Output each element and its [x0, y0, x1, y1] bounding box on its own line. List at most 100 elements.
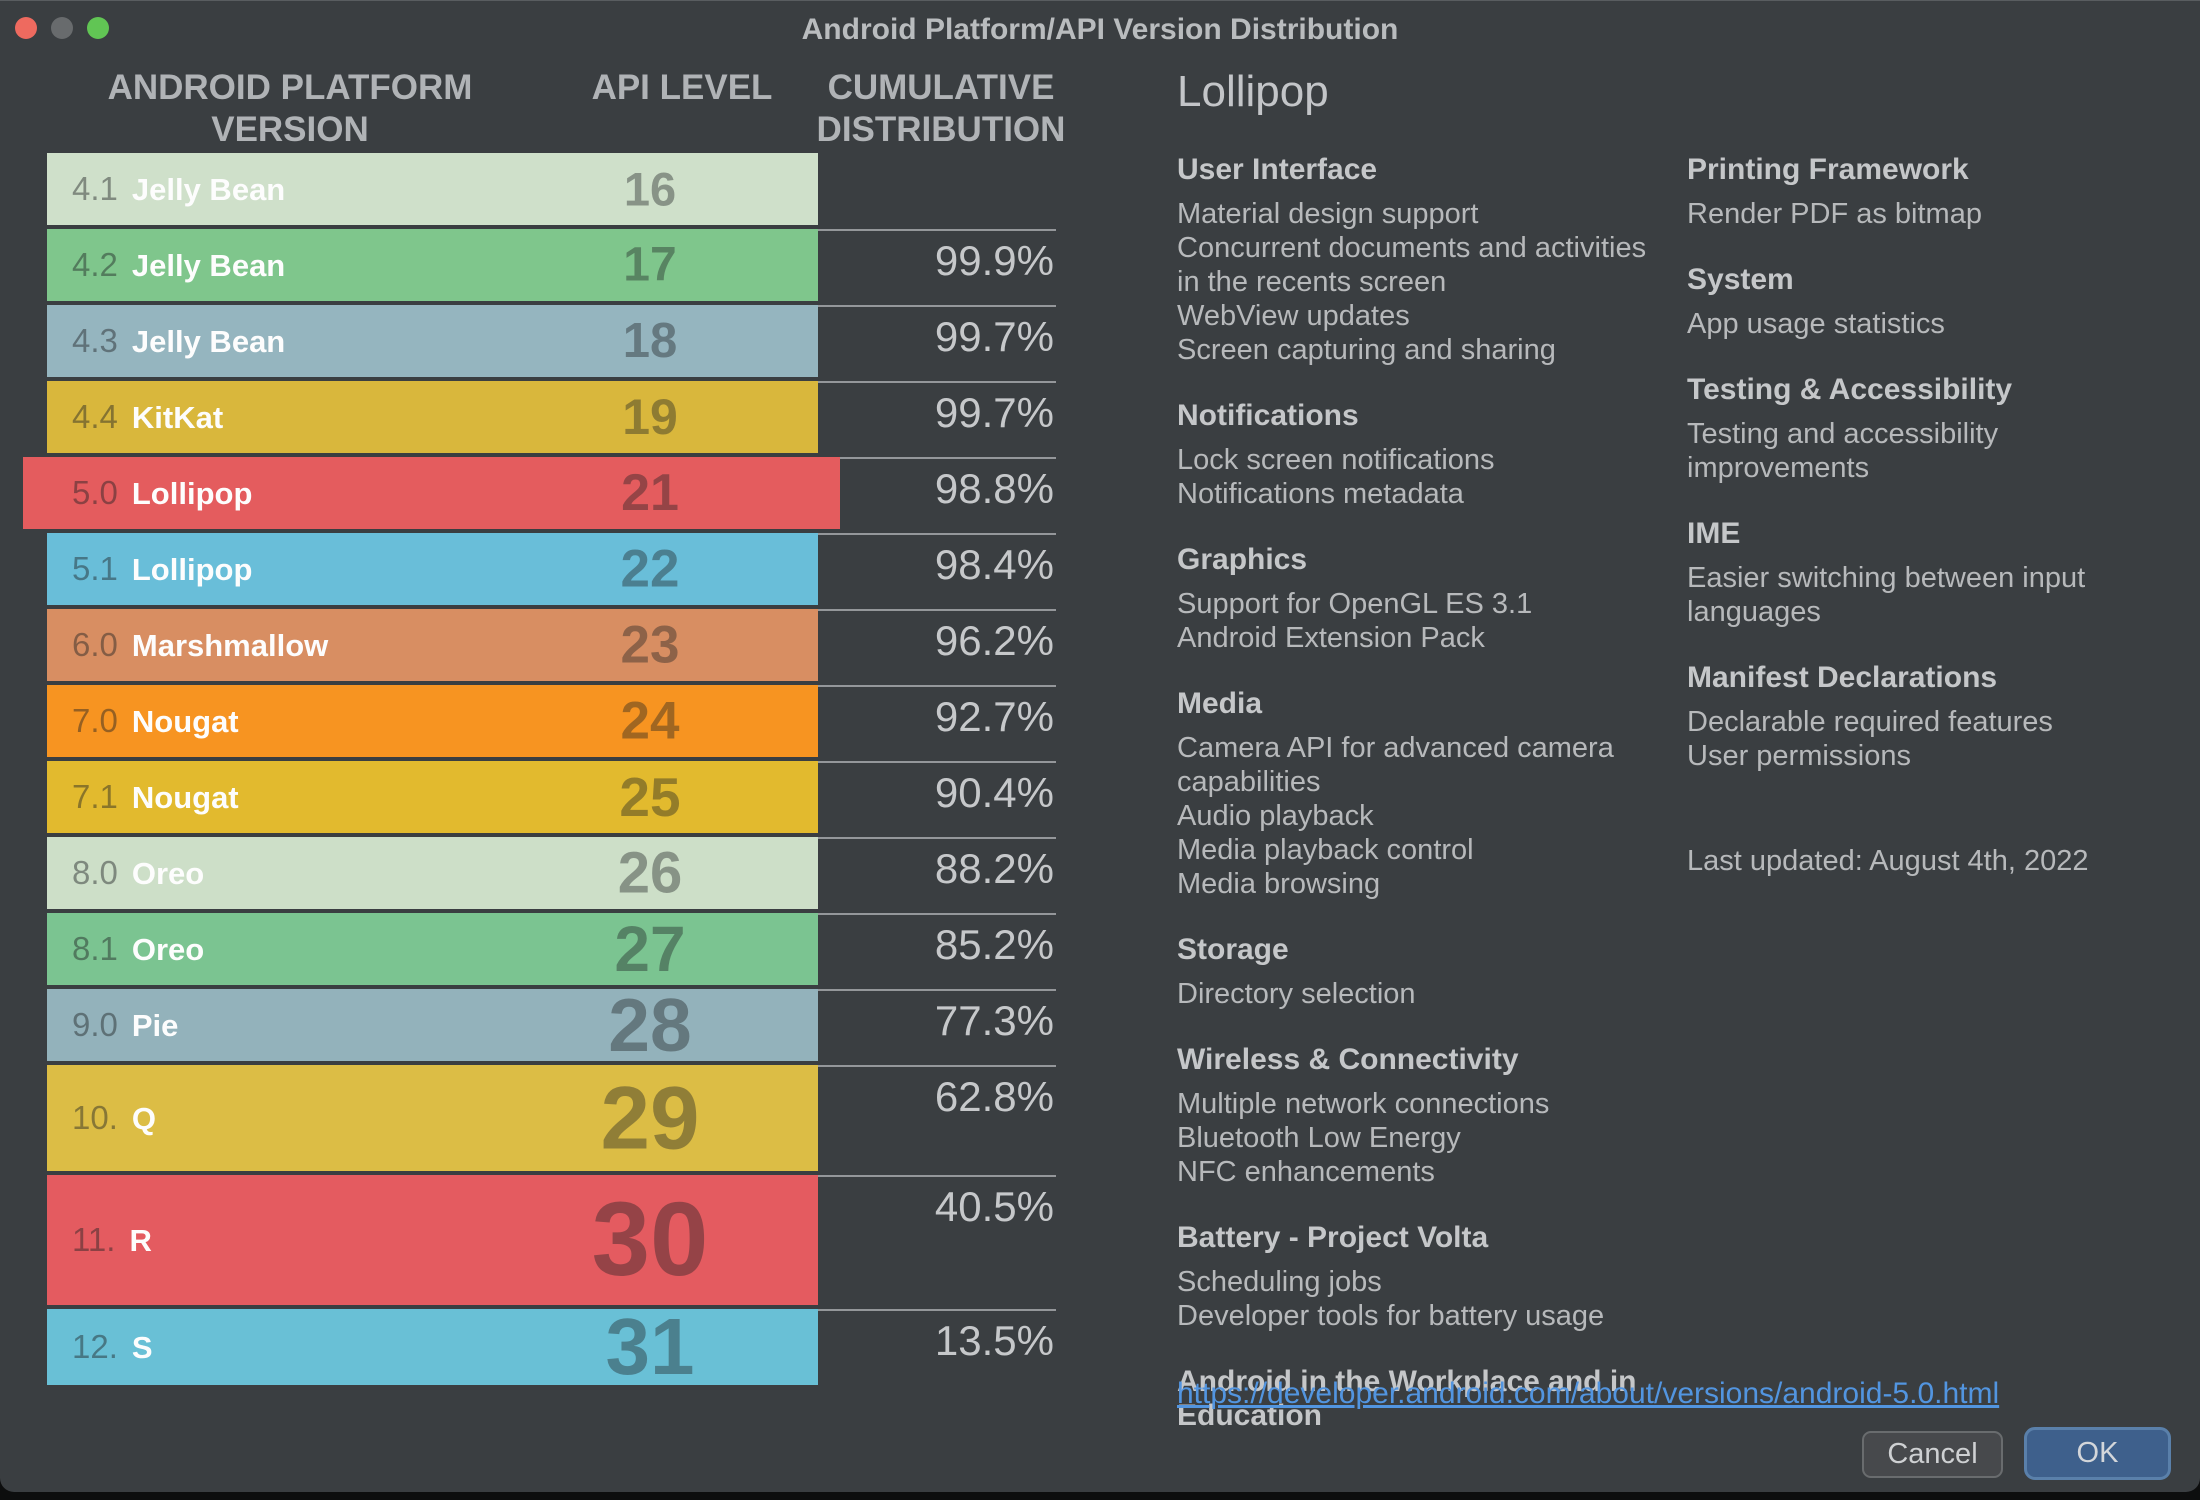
cumulative-distribution-cell: 99.9%: [818, 229, 1056, 301]
minimize-window-button[interactable]: [51, 17, 73, 39]
feature-section: System App usage statistics: [1687, 263, 2132, 341]
api-level: 30: [591, 1181, 709, 1298]
feature-item: Lock screen notifications: [1177, 444, 1495, 476]
version-label: 7.1 Nougat: [72, 778, 239, 816]
table-row: 10. Q 29 62.8%: [47, 1065, 1056, 1171]
api-level: 24: [620, 691, 680, 751]
feature-item: WebView updates: [1177, 300, 1410, 332]
version-number: 5.1: [72, 550, 118, 587]
selected-version-title: Lollipop: [1177, 67, 1329, 116]
version-bar[interactable]: 5.1 Lollipop 22: [47, 533, 818, 605]
feature-item: Media playback control: [1177, 834, 1474, 866]
api-level: 19: [622, 389, 678, 445]
version-bar[interactable]: 4.2 Jelly Bean 17: [47, 229, 818, 301]
version-number: 8.0: [72, 854, 118, 891]
cumulative-distribution-value: 88.2%: [934, 845, 1054, 892]
version-bar[interactable]: 10. Q 29: [47, 1065, 818, 1171]
cumulative-distribution-cell: 85.2%: [818, 913, 1056, 985]
version-codename: Marshmallow: [131, 628, 329, 663]
cumulative-distribution-value: 96.2%: [934, 617, 1054, 664]
cumulative-distribution-value: 99.7%: [934, 389, 1054, 436]
api-level: 25: [619, 766, 681, 828]
section-heading: IME: [1687, 517, 1741, 550]
version-bar[interactable]: 5.0 Lollipop 21: [23, 457, 840, 529]
cumulative-distribution-cell: 62.8%: [818, 1065, 1056, 1171]
zoom-window-button[interactable]: [87, 17, 109, 39]
feature-section: Battery - Project Volta Scheduling jobs De…: [1177, 1221, 1647, 1333]
version-codename: Oreo: [131, 932, 205, 967]
api-level: 27: [614, 913, 686, 985]
feature-item: Directory selection: [1177, 978, 1416, 1010]
ok-button[interactable]: OK: [2024, 1427, 2171, 1480]
table-row: 4.1 Jelly Bean 16: [47, 153, 1056, 225]
version-number: 12.: [72, 1328, 118, 1365]
cumulative-distribution-cell: [818, 153, 1056, 225]
cumulative-distribution-value: 40.5%: [934, 1183, 1054, 1230]
version-codename: Jelly Bean: [131, 172, 286, 207]
version-number: 5.0: [72, 474, 118, 511]
feature-item: Camera API for advanced camera capabilit…: [1177, 732, 1614, 798]
api-level: 17: [623, 238, 677, 292]
version-codename: Oreo: [131, 856, 205, 891]
feature-item: Scheduling jobs: [1177, 1266, 1382, 1298]
version-details-panel: Lollipop User Interface Material design s…: [1177, 67, 2167, 1443]
feature-item: Audio playback: [1177, 800, 1374, 832]
version-codename: S: [131, 1330, 153, 1365]
version-bar[interactable]: 11. R 30: [47, 1175, 818, 1305]
section-heading: User Interface: [1177, 153, 1378, 186]
version-bar[interactable]: 8.0 Oreo 26: [47, 837, 818, 909]
version-codename: KitKat: [131, 400, 224, 435]
api-level: 21: [621, 464, 679, 522]
cancel-button[interactable]: Cancel: [1862, 1431, 2003, 1478]
cumulative-distribution-value: 99.7%: [934, 313, 1054, 360]
version-label: 5.1 Lollipop: [72, 550, 252, 588]
cumulative-distribution-cell: 90.4%: [818, 761, 1056, 833]
version-bar[interactable]: 4.3 Jelly Bean 18: [47, 305, 818, 377]
version-codename: Jelly Bean: [131, 248, 286, 283]
cumulative-distribution-value: 90.4%: [934, 769, 1054, 816]
version-number: 10.: [72, 1099, 118, 1136]
feature-item: Render PDF as bitmap: [1687, 198, 1982, 230]
table-row: 8.1 Oreo 27 85.2%: [47, 913, 1056, 985]
version-bar[interactable]: 7.0 Nougat 24: [47, 685, 818, 757]
feature-item: NFC enhancements: [1177, 1156, 1435, 1188]
feature-item: Testing and accessibility improvements: [1687, 418, 1999, 484]
version-bar[interactable]: 9.0 Pie 28: [47, 983, 818, 1067]
cumulative-distribution-value: 92.7%: [934, 693, 1054, 740]
cumulative-distribution-cell: 13.5%: [818, 1309, 1056, 1385]
table-row: 7.1 Nougat 25 90.4%: [47, 761, 1056, 833]
column-header-cumulative-distribution: CUMULATIVE DISTRIBUTION: [816, 68, 1066, 149]
version-label: 4.1 Jelly Bean: [72, 170, 285, 208]
section-heading: Graphics: [1177, 543, 1308, 576]
feature-section: IME Easier switching between input langua…: [1687, 517, 2132, 629]
close-window-button[interactable]: [15, 17, 37, 39]
cumulative-distribution-value: 13.5%: [934, 1317, 1054, 1364]
cumulative-distribution-cell: 40.5%: [818, 1175, 1056, 1305]
section-heading: Battery - Project Volta: [1177, 1221, 1489, 1254]
column-header-api-level: API LEVEL: [591, 68, 773, 107]
version-bar[interactable]: 8.1 Oreo 27: [47, 913, 818, 985]
section-heading: Android in the Workplace and in Educatio…: [1177, 1365, 1637, 1432]
version-bar[interactable]: 12. S 31: [47, 1302, 818, 1391]
last-updated-text: Last updated: August 4th, 2022: [1687, 845, 2089, 877]
table-row: 7.0 Nougat 24 92.7%: [47, 685, 1056, 757]
section-heading: Media: [1177, 687, 1263, 720]
feature-section: Testing & Accessibility Testing and acces…: [1687, 373, 2132, 485]
api-level: 16: [623, 162, 677, 216]
section-heading: Manifest Declarations: [1687, 661, 1998, 694]
version-label: 4.3 Jelly Bean: [72, 322, 285, 360]
version-number: 4.1: [72, 170, 118, 207]
version-bar[interactable]: 4.1 Jelly Bean 16: [47, 153, 818, 225]
version-codename: Lollipop: [131, 552, 253, 587]
version-docs-link[interactable]: https://developer.android.com/about/vers…: [1177, 1377, 2000, 1410]
version-label: 7.0 Nougat: [72, 702, 239, 740]
table-row: 6.0 Marshmallow 23 96.2%: [47, 609, 1056, 681]
version-bar[interactable]: 4.4 KitKat 19: [47, 381, 818, 453]
feature-item: User permissions: [1687, 740, 1911, 772]
version-bar[interactable]: 6.0 Marshmallow 23: [47, 609, 818, 681]
feature-item: Material design support: [1177, 198, 1479, 230]
feature-item: Support for OpenGL ES 3.1: [1177, 588, 1533, 620]
version-bar[interactable]: 7.1 Nougat 25: [47, 761, 818, 833]
version-label: 9.0 Pie: [72, 1006, 178, 1044]
version-label: 12. S: [72, 1328, 153, 1366]
